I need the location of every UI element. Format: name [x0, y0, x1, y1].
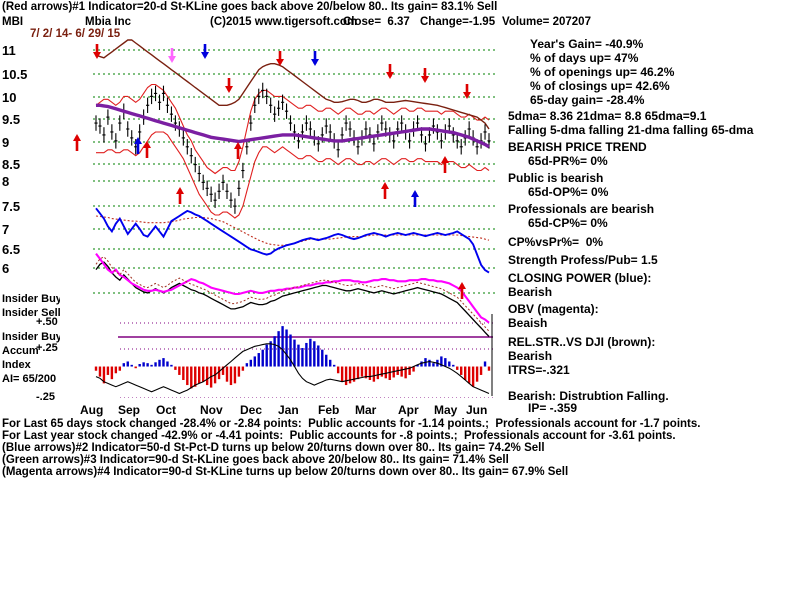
- xaxis-month-apr: Apr: [398, 403, 419, 417]
- yaxis-label-10: 6: [2, 261, 10, 276]
- yaxis-label-0: 11: [2, 43, 16, 58]
- xaxis-month-mar: Mar: [355, 403, 377, 417]
- yaxis-label-8: 7: [2, 222, 10, 237]
- accum-index-line4: AI= 65/200: [2, 373, 57, 385]
- stat-price-trend: BEARISH PRICE TREND: [508, 140, 647, 154]
- header-ticker: MBI: [2, 16, 24, 28]
- yaxis-label-1: 10.5: [2, 67, 28, 82]
- header-copyright: (C)2015 www.tigersoft.com: [210, 16, 358, 28]
- stat-professionals: Professionals are bearish: [508, 202, 655, 216]
- stat-relstr-label: REL.STR..VS DJI (brown):: [508, 335, 656, 349]
- xaxis-month-aug: Aug: [80, 403, 104, 417]
- yaxis-label-9: 6.5: [2, 242, 21, 257]
- footer-line-lastyear: For Last year stock changed -42.9% or -4…: [2, 430, 676, 442]
- stat-pct-openings-up: % of openings up= 46.2%: [530, 65, 675, 79]
- header-close: Close= 6.37: [343, 16, 410, 28]
- yaxis-label-3: 9.5: [2, 112, 21, 127]
- xaxis-month-oct: Oct: [156, 403, 177, 417]
- stat-65day-gain: 65-day gain= -28.4%: [530, 93, 645, 107]
- yaxis-label-5: 8.5: [2, 157, 21, 172]
- header-volume: Volume= 207207: [502, 16, 591, 28]
- yaxis-label-6: 8: [2, 174, 10, 189]
- stat-pr65: 65d-PR%= 0%: [528, 154, 608, 168]
- header-date-range: 7/ 2/ 14- 6/ 29/ 15: [30, 28, 121, 40]
- stat-distribution: Bearish: Distrubtion Falling.: [508, 389, 669, 403]
- ai-axis-minus25: -.25: [36, 391, 55, 403]
- stat-closing-power-value: Bearish: [508, 285, 553, 299]
- xaxis-month-sep: Sep: [118, 403, 141, 417]
- footer-line-indicator3: (Green arrows)#3 Indicator=90-d St-KLine…: [2, 454, 509, 466]
- stat-years-gain: Year's Gain= -40.9%: [530, 37, 644, 51]
- stat-dma-falling: Falling 5-dma falling 21-dma falling 65-…: [508, 123, 754, 137]
- chart-svg: [73, 39, 495, 398]
- stat-pct-closings-up: % of closings up= 42.6%: [530, 79, 670, 93]
- xaxis-month-jun: Jun: [466, 403, 488, 417]
- accum-index-line1: Insider Buying: [2, 331, 79, 343]
- xaxis-month-may: May: [434, 403, 458, 417]
- stat-ip: IP= -.359: [528, 401, 578, 415]
- footer-line-indicator2: (Blue arrows)#2 Indicator=50-d St-Pct-D …: [2, 442, 545, 454]
- stat-public: Public is bearish: [508, 171, 604, 185]
- chart-plot-area[interactable]: [60, 38, 497, 398]
- stat-closing-power-label: CLOSING POWER (blue):: [508, 271, 652, 285]
- stat-cp-vs-pr: CP%vsPr%= 0%: [508, 235, 604, 249]
- stat-obv-value: Beaish: [508, 316, 548, 330]
- header-company: Mbia Inc: [85, 16, 132, 28]
- stat-itrs: ITRS=-.321: [508, 363, 570, 377]
- header-change: Change=-1.95: [420, 16, 496, 28]
- accum-index-line3: Index: [2, 359, 31, 371]
- stat-cp65: 65d-CP%= 0%: [528, 216, 608, 230]
- footer-line-65day: For Last 65 days stock changed -28.4% or…: [2, 418, 701, 430]
- stat-dma-values: 5dma= 8.36 21dma= 8.8 65dma=9.1: [508, 109, 707, 123]
- yaxis-label-4: 9: [2, 135, 10, 150]
- stat-strength: Strength Profess/Pub= 1.5: [508, 253, 658, 267]
- ai-axis-plus50: +.50: [36, 316, 58, 328]
- stat-obv-label: OBV (magenta):: [508, 302, 599, 316]
- yaxis-label-2: 10: [2, 90, 17, 105]
- stat-op65: 65d-OP%= 0%: [528, 185, 609, 199]
- xaxis-month-dec: Dec: [240, 403, 263, 417]
- xaxis-month-nov: Nov: [200, 403, 223, 417]
- ai-axis-plus25: +.25: [36, 342, 58, 354]
- stat-relstr-value: Bearish: [508, 349, 553, 363]
- accum-index-line2: Accum: [2, 345, 39, 357]
- yaxis-label-7: 7.5: [2, 199, 21, 214]
- footer-line-indicator4: (Magenta arrows)#4 Indicator=90-d St-KLi…: [2, 466, 569, 478]
- xaxis-month-feb: Feb: [318, 403, 340, 417]
- header-indicator-line: (Red arrows)#1 Indicator=20-d St-KLine g…: [2, 1, 498, 13]
- stat-pct-days-up: % of days up= 47%: [530, 51, 639, 65]
- xaxis-month-jan: Jan: [278, 403, 299, 417]
